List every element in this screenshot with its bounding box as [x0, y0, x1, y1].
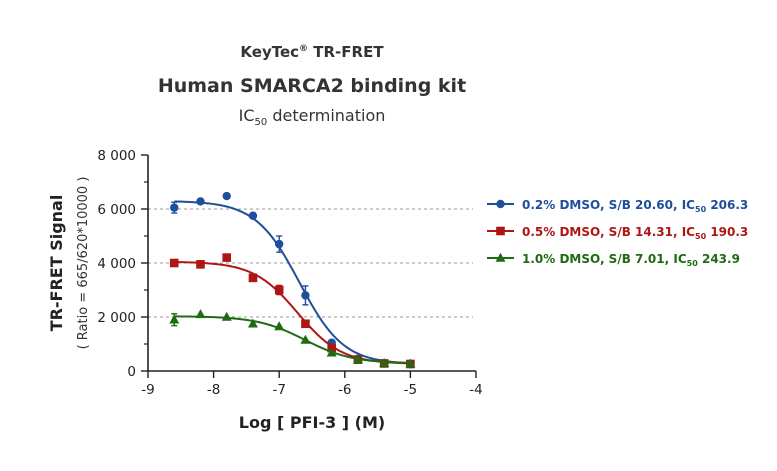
- data-point-series-1: [170, 203, 179, 212]
- fit-curve-series-2: [174, 261, 411, 365]
- registered-mark: ®: [299, 44, 308, 54]
- data-point-series-3: [405, 358, 416, 368]
- brand-name: KeyTec: [240, 43, 299, 61]
- data-point-series-3: [195, 309, 206, 319]
- legend-label-series-1: 0.2% DMSO, S/B 20.60, IC50 206.3: [522, 198, 748, 214]
- data-point-series-2: [274, 285, 284, 295]
- data-point-series-1: [248, 211, 258, 220]
- data-point-series-1: [222, 191, 231, 201]
- y-tick-label: 8 000: [97, 148, 136, 164]
- data-point-series-2: [248, 273, 258, 283]
- x-axis-title: Log [ PFI-3 ] (M): [239, 413, 385, 432]
- legend-label-series-2: 0.5% DMSO, S/B 14.31, IC50 190.3: [522, 225, 748, 241]
- subtitle-main: IC: [239, 106, 255, 125]
- data-point-series-1: [275, 239, 284, 249]
- x-tick-label: -6: [338, 382, 351, 398]
- data-point-series-1: [196, 197, 205, 206]
- y-tick-label: 6 000: [97, 202, 136, 218]
- data-point-series-3: [326, 347, 337, 357]
- data-point-series-2: [169, 258, 179, 268]
- data-point-series-3: [300, 334, 311, 344]
- data-point-series-3: [247, 318, 258, 328]
- data-point-series-1: [301, 291, 310, 300]
- x-tick-label: -8: [207, 382, 220, 398]
- x-tick-label: -9: [141, 382, 154, 398]
- legend: 0.2% DMSO, S/B 20.60, IC50 206.3 0.5% DMS…: [487, 198, 748, 268]
- subtitle-subscript: 50: [255, 117, 268, 128]
- legend-marker-series-3: [495, 252, 506, 262]
- legend-marker-series-1: [496, 199, 505, 209]
- x-tick-label: -4: [469, 382, 482, 398]
- fit-curve-series-1: [174, 200, 411, 365]
- brand-rest: TR-FRET: [308, 43, 384, 61]
- fit-curve-series-3: [174, 315, 411, 364]
- legend-marker-series-2: [496, 226, 505, 236]
- x-tick-label: -5: [404, 382, 417, 398]
- data-point-series-3: [274, 321, 285, 331]
- chart-subtitle: IC50 determination: [239, 106, 386, 128]
- chart-brand-title: KeyTec® TR-FRET: [240, 43, 384, 61]
- y-tick-label: 2 000: [97, 310, 136, 326]
- data-point-series-2: [196, 260, 205, 269]
- data-point-series-3: [169, 314, 180, 324]
- legend-label-series-3: 1.0% DMSO, S/B 7.01, IC50 243.9: [522, 252, 740, 268]
- subtitle-rest: determination: [267, 106, 385, 125]
- data-point-series-3: [352, 354, 363, 364]
- data-point-series-3: [379, 357, 390, 367]
- y-axis-title: TR-FRET Signal: [47, 195, 66, 332]
- data-point-series-2: [301, 319, 310, 329]
- y-tick-label: 4 000: [97, 256, 136, 272]
- x-tick-label: -7: [272, 382, 285, 398]
- y-tick-label: 0: [127, 364, 136, 380]
- data-point-series-2: [222, 253, 232, 262]
- chart-title: Human SMARCA2 binding kit: [158, 75, 466, 97]
- data-point-series-3: [221, 311, 232, 321]
- plot-area: 0 2 000 4 000 6 000 8 000 -9 -8 -7 -6 -5 -4: [97, 148, 482, 398]
- y-axis-subtitle: ( Ratio = 665/620*10000 ): [76, 177, 91, 350]
